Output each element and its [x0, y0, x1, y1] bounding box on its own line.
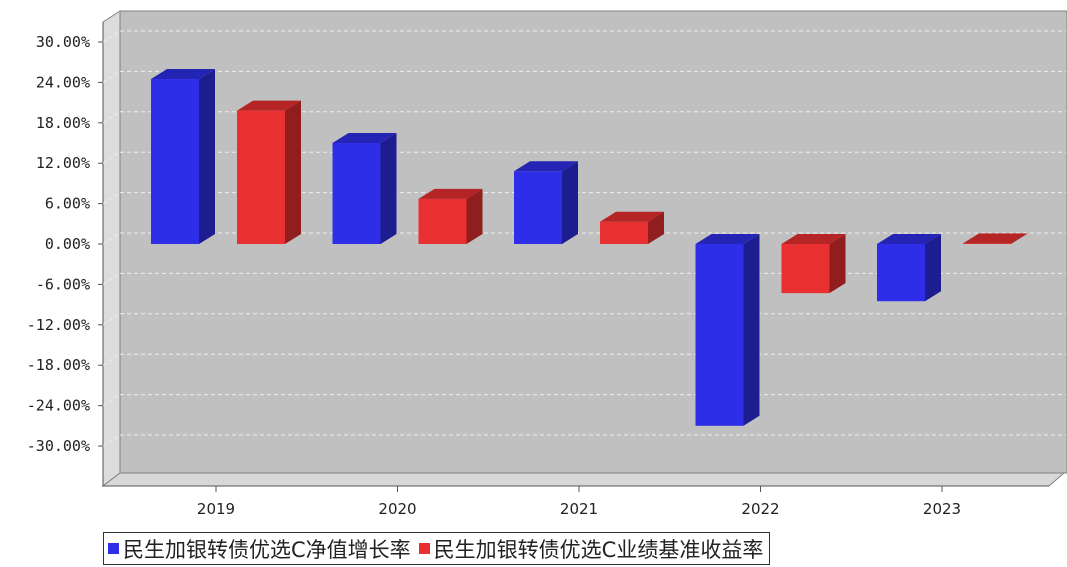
- bar-side: [380, 133, 397, 244]
- bar-side: [829, 234, 846, 294]
- x-axis-ticks: 2019 2020 2021 2022 2023: [197, 486, 961, 518]
- bar-front: [237, 110, 285, 245]
- y-tick-label: 30.00%: [36, 33, 90, 51]
- y-tick-label: -18.00%: [27, 356, 90, 374]
- bar-side: [1011, 233, 1027, 244]
- bar-side: [466, 188, 483, 244]
- bar-2020-benchmark: [418, 188, 483, 244]
- bar-top: [237, 100, 301, 111]
- bar-2020-nav-growth: [332, 133, 397, 244]
- bar-front: [418, 198, 467, 244]
- legend-item-nav-growth: 民生加银转债优选C净值增长率: [108, 534, 411, 564]
- grid-line-side: [102, 70, 121, 83]
- bar-2023-nav-growth: [877, 234, 941, 302]
- bar-top: [963, 233, 1027, 244]
- legend-swatch-blue: [108, 543, 119, 554]
- grid-line-side: [102, 151, 121, 164]
- y-tick-label: 0.00%: [45, 235, 90, 253]
- bar-top: [332, 133, 397, 143]
- bar-2022-nav-growth: [695, 234, 760, 426]
- bar-top: [877, 234, 941, 244]
- bar-2021-benchmark: [600, 211, 664, 244]
- bars: [151, 69, 1027, 426]
- plot-left-wall: [102, 10, 121, 488]
- bar-side: [648, 211, 664, 244]
- y-tick-label: -12.00%: [27, 316, 90, 334]
- plot-floor: [101, 472, 1066, 487]
- y-tick-label: -6.00%: [36, 275, 90, 293]
- grid-line-side: [102, 394, 121, 407]
- y-tick-label: -24.00%: [27, 397, 90, 415]
- bar-front: [877, 244, 925, 302]
- bar-front: [963, 243, 1011, 244]
- grid-line-side: [102, 192, 121, 205]
- bar-side: [285, 100, 301, 245]
- legend-label: 民生加银转债优选C净值增长率: [123, 537, 411, 562]
- bar-2021-nav-growth: [514, 161, 578, 244]
- legend-item-benchmark: 民生加银转债优选C业绩基准收益率: [418, 534, 764, 564]
- bar-side: [562, 161, 578, 244]
- legend-label: 民生加银转债优选C业绩基准收益率: [433, 537, 764, 562]
- bar-top: [600, 211, 664, 222]
- bar-2023-benchmark: [963, 233, 1027, 244]
- grid-line-side: [102, 232, 121, 245]
- grid-line-side: [102, 272, 121, 285]
- bar-2022-benchmark: [781, 234, 846, 294]
- bar-front: [600, 221, 648, 244]
- bar-front: [695, 244, 744, 426]
- grid-line-side: [102, 30, 121, 43]
- y-tick-label: 6.00%: [45, 195, 90, 213]
- grid-line-side: [102, 313, 121, 326]
- bar-top: [514, 161, 578, 172]
- x-tick-label: 2022: [741, 500, 779, 518]
- x-tick-label: 2021: [560, 500, 598, 518]
- legend: 民生加银转债优选C净值增长率 民生加银转债优选C业绩基准收益率: [103, 532, 771, 565]
- bar-front: [781, 244, 830, 294]
- legend-swatch-red: [418, 543, 430, 554]
- y-tick-label: 12.00%: [36, 154, 90, 172]
- bar-front: [514, 171, 562, 244]
- bar-2019-benchmark: [237, 100, 301, 245]
- y-tick-label: 24.00%: [36, 73, 90, 91]
- y-tick-label: -30.00%: [27, 437, 90, 455]
- bar-top: [695, 234, 760, 244]
- grid-line-side: [102, 111, 121, 124]
- y-axis-ticks: 30.00% 24.00% 18.00% 12.00% 6.00% 0.00% -6.00%…: [27, 33, 103, 455]
- x-tick-label: 2019: [197, 500, 235, 518]
- bar-top: [151, 69, 215, 80]
- bar-2019-nav-growth: [151, 69, 215, 245]
- bar-side: [925, 234, 941, 302]
- grid-line-side: [102, 353, 121, 366]
- bar-side: [199, 69, 215, 245]
- x-tick-label: 2023: [923, 500, 961, 518]
- x-tick-label: 2020: [378, 500, 416, 518]
- bar-top: [418, 188, 483, 199]
- grid-line-side: [102, 434, 121, 447]
- bar-front: [151, 79, 199, 245]
- y-tick-label: 18.00%: [36, 114, 90, 132]
- bar-top: [781, 234, 846, 244]
- bar-front: [332, 143, 381, 244]
- bar-side: [743, 234, 760, 426]
